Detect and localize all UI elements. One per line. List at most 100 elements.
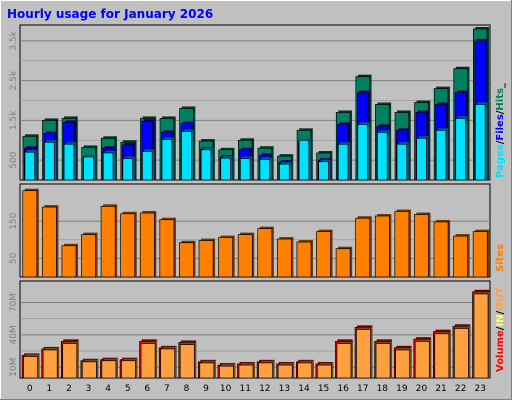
sites-bar-sites-5 xyxy=(120,211,137,278)
volume-legend-entry: OUT xyxy=(495,287,506,311)
volume-bar-out-17-face xyxy=(356,329,371,379)
sites-bar-sites-8 xyxy=(179,240,196,278)
sites-panel: 50 150 xyxy=(9,183,491,278)
hits-bar-pages-16-face xyxy=(337,143,349,181)
hour-tick-label: 8 xyxy=(184,384,190,394)
volume-y-tick-label: 70M xyxy=(9,293,19,312)
volume-bar-out-18 xyxy=(375,341,393,379)
volume-bar-out-13-face xyxy=(277,364,293,379)
hits-legend-entry: Pages xyxy=(495,144,506,178)
volume-legend-separator: / xyxy=(495,310,506,314)
volume-bar-out-10 xyxy=(219,364,236,379)
sites-bar-sites-20 xyxy=(414,212,431,278)
sites-bar-sites-13-face xyxy=(276,238,292,278)
hour-tick-label: 0 xyxy=(27,384,33,394)
sites-bar-sites-8-face xyxy=(179,242,194,278)
hits-bar-pages-7 xyxy=(161,137,174,181)
volume-bar-out-16 xyxy=(336,341,353,379)
volume-bar-out-8-face xyxy=(179,344,195,379)
hits-bar-pages-20-face xyxy=(416,137,427,181)
hour-tick-label: 18 xyxy=(377,384,389,394)
volume-bar-out-2 xyxy=(62,341,79,379)
hits-bar-pages-7-face xyxy=(161,139,173,181)
hits-bar-pages-18-face xyxy=(377,131,388,181)
hits-bar-pages-14 xyxy=(298,138,311,181)
hits-bar-pages-13 xyxy=(279,162,292,181)
hour-tick-label: 17 xyxy=(357,384,368,394)
volume-bar-out-4-face xyxy=(101,360,117,379)
hour-tick-label: 4 xyxy=(105,384,111,394)
volume-bar-out-0 xyxy=(23,354,40,379)
volume-y-tick-label: 10M xyxy=(9,358,19,377)
sites-bar-sites-19 xyxy=(394,209,411,278)
sites-bar-sites-6 xyxy=(139,211,157,278)
hits-bar-pages-21-face xyxy=(435,129,447,181)
volume-bar-out-23-face xyxy=(473,293,489,379)
sites-bar-sites-23 xyxy=(472,229,490,278)
sites-bar-sites-14-face xyxy=(296,241,312,278)
volume-bar-out-13 xyxy=(277,363,295,379)
sites-bar-sites-16-face xyxy=(335,248,351,278)
hour-tick-label: 7 xyxy=(164,384,170,394)
hour-tick-label: 2 xyxy=(66,384,72,394)
hits-bar-pages-23-face xyxy=(474,104,486,181)
hour-tick-label: 10 xyxy=(220,384,232,394)
hits-legend-separator: / xyxy=(495,110,506,114)
hits-bar-pages-16 xyxy=(337,142,351,181)
sites-bar-sites-11-face xyxy=(237,234,253,278)
sites-bar-sites-6-face xyxy=(139,212,155,278)
hits-bar-pages-12 xyxy=(259,157,272,181)
sites-bar-sites-12-face xyxy=(257,228,273,278)
volume-bar-out-0-face xyxy=(23,356,38,379)
volume-bar-out-15 xyxy=(316,363,334,379)
hits-bar-pages-17-face xyxy=(357,124,368,181)
hour-tick-label: 22 xyxy=(455,384,466,394)
volume-bar-out-22-face xyxy=(454,328,469,379)
sites-bar-sites-7-face xyxy=(159,219,175,278)
sites-bar-sites-9-face xyxy=(198,240,214,278)
hits-legend-entry: Hits xyxy=(495,88,506,111)
hits-bar-pages-8-face xyxy=(181,131,192,181)
hour-tick-label: 5 xyxy=(125,384,131,394)
volume-bar-out-17 xyxy=(356,327,373,379)
volume-bar-out-6 xyxy=(140,341,158,379)
volume-bar-out-20-face xyxy=(414,341,430,379)
volume-y-tick-label: 40M xyxy=(9,325,19,344)
hits-bar-pages-22 xyxy=(455,116,468,181)
hour-tick-label: 11 xyxy=(239,384,250,394)
hits-bar-pages-21 xyxy=(435,128,448,181)
hour-tick-label: 14 xyxy=(298,384,310,394)
volume-bar-out-15-face xyxy=(316,364,332,379)
hour-tick-label: 23 xyxy=(474,384,485,394)
hits-bar-pages-15-face xyxy=(318,161,329,181)
hour-tick-label: 13 xyxy=(279,384,290,394)
volume-legend-entry: Volume xyxy=(495,330,506,372)
hits-legend: Pages/Files/Hits_ xyxy=(495,83,506,178)
hits-bar-pages-5 xyxy=(122,156,135,181)
hits-plot-area xyxy=(19,24,491,181)
volume-bar-out-6-face xyxy=(140,343,156,379)
sites-bar-sites-15 xyxy=(316,229,333,278)
sites-bar-sites-21-face xyxy=(433,221,449,278)
hits-bar-pages-17 xyxy=(357,122,370,181)
volume-panel: 10M 40M 70M xyxy=(9,280,491,379)
hits-y-tick-label: 500 xyxy=(9,151,19,168)
sites-bar-sites-3-face xyxy=(81,234,96,278)
volume-bar-out-19-face xyxy=(395,349,411,379)
hits-bar-pages-23 xyxy=(474,102,488,181)
hits-y-tick-label: 3.5k xyxy=(9,30,19,50)
hour-tick-label: 12 xyxy=(259,384,270,394)
hits-bar-pages-22-face xyxy=(455,118,466,181)
volume-legend-entry: IN xyxy=(495,314,506,326)
hits-bar-pages-4 xyxy=(102,150,116,181)
sites-bar-sites-2-face xyxy=(61,245,77,278)
hits-y-tick-label: 2.5k xyxy=(9,70,19,90)
volume-bar-out-11-face xyxy=(238,364,254,379)
hits-panel: 500 1.5k 2.5k 3.5k xyxy=(9,24,491,181)
sites-bar-sites-10-face xyxy=(218,237,234,278)
hits-legend-separator: _ xyxy=(495,83,506,88)
sites-legend-entry: Sites xyxy=(495,244,506,272)
sites-bar-sites-18-face xyxy=(374,215,390,278)
sites-bar-sites-0-face xyxy=(22,190,38,278)
